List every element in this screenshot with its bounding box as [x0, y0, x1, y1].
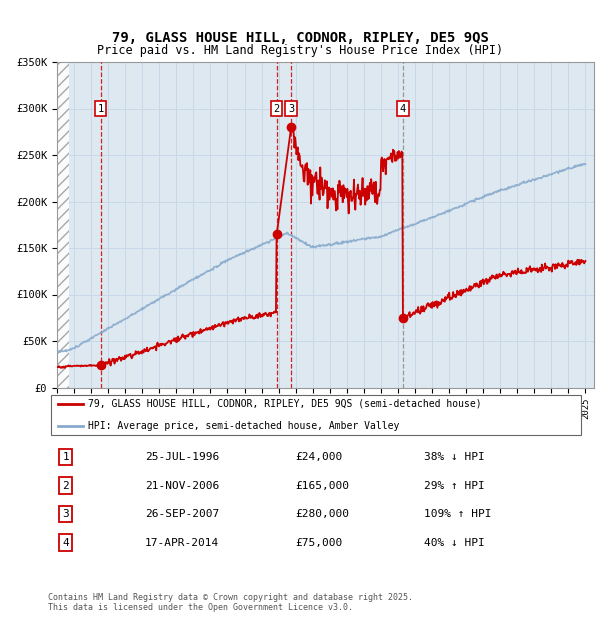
Text: 79, GLASS HOUSE HILL, CODNOR, RIPLEY, DE5 9QS (semi-detached house): 79, GLASS HOUSE HILL, CODNOR, RIPLEY, DE… — [88, 399, 482, 409]
Text: £165,000: £165,000 — [295, 480, 349, 490]
Text: 2: 2 — [62, 480, 69, 490]
Text: £75,000: £75,000 — [295, 538, 342, 547]
Text: 26-SEP-2007: 26-SEP-2007 — [145, 509, 219, 519]
Text: 109% ↑ HPI: 109% ↑ HPI — [424, 509, 491, 519]
Text: 3: 3 — [288, 104, 294, 113]
Text: £24,000: £24,000 — [295, 452, 342, 462]
FancyBboxPatch shape — [50, 395, 581, 435]
Text: 1: 1 — [98, 104, 104, 113]
Text: HPI: Average price, semi-detached house, Amber Valley: HPI: Average price, semi-detached house,… — [88, 421, 400, 431]
Text: 1: 1 — [62, 452, 69, 462]
Text: Price paid vs. HM Land Registry's House Price Index (HPI): Price paid vs. HM Land Registry's House … — [97, 45, 503, 57]
Text: 17-APR-2014: 17-APR-2014 — [145, 538, 219, 547]
Text: 3: 3 — [62, 509, 69, 519]
Text: 4: 4 — [400, 104, 406, 113]
Text: 79, GLASS HOUSE HILL, CODNOR, RIPLEY, DE5 9QS: 79, GLASS HOUSE HILL, CODNOR, RIPLEY, DE… — [112, 32, 488, 45]
Text: 25-JUL-1996: 25-JUL-1996 — [145, 452, 219, 462]
Text: 2: 2 — [274, 104, 280, 113]
Bar — [57, 53, 69, 388]
Text: 21-NOV-2006: 21-NOV-2006 — [145, 480, 219, 490]
Text: 4: 4 — [62, 538, 69, 547]
Text: 29% ↑ HPI: 29% ↑ HPI — [424, 480, 485, 490]
Text: Contains HM Land Registry data © Crown copyright and database right 2025.
This d: Contains HM Land Registry data © Crown c… — [48, 593, 413, 613]
Text: £280,000: £280,000 — [295, 509, 349, 519]
Text: 38% ↓ HPI: 38% ↓ HPI — [424, 452, 485, 462]
Text: 40% ↓ HPI: 40% ↓ HPI — [424, 538, 485, 547]
